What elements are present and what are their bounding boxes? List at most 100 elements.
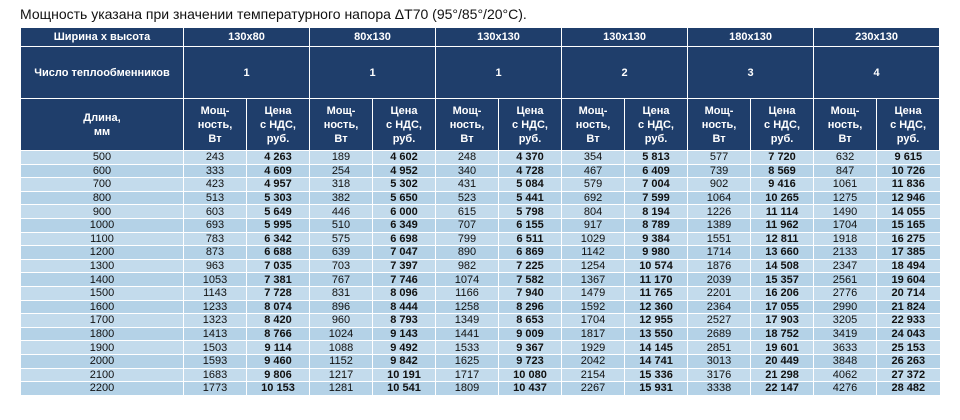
power-cell: 1551 — [687, 231, 751, 246]
power-cell: 1275 — [813, 190, 877, 205]
price-cell: 9 416 — [750, 177, 814, 192]
price-cell: 15 931 — [624, 381, 688, 395]
price-cell: 22 933 — [876, 313, 940, 328]
power-cell: 1413 — [183, 326, 247, 341]
power-cell: 1717 — [435, 367, 499, 382]
power-cell: 1064 — [687, 190, 751, 205]
power-cell: 1704 — [813, 217, 877, 233]
price-table: Ширина х высота 130x80 80x130 130x130 130x13… — [20, 27, 941, 395]
price-cell: 8 444 — [372, 299, 436, 314]
length-cell: 700 — [20, 177, 184, 192]
row-label: Ширина х высота — [20, 27, 184, 47]
power-cell: 1593 — [183, 353, 247, 368]
price-cell: 16 206 — [750, 285, 814, 301]
power-cell: 1074 — [435, 272, 499, 287]
price-cell: 6 688 — [246, 245, 310, 260]
exchangers-count: 3 — [687, 46, 815, 99]
data-row: 1500 1143 7 728 831 8 096 1166 7 940 1479 11 765… — [20, 285, 940, 301]
power-cell: 577 — [687, 150, 751, 165]
price-cell: 7 746 — [372, 272, 436, 287]
price-cell: 7 381 — [246, 272, 310, 287]
price-cell: 11 836 — [876, 177, 940, 192]
price-cell: 14 055 — [876, 204, 940, 219]
price-cell: 4 263 — [246, 150, 310, 165]
power-cell: 739 — [687, 163, 751, 178]
price-cell: 15 336 — [624, 367, 688, 382]
price-cell: 12 946 — [876, 190, 940, 205]
data-row: 900 603 5 649 446 6 000 615 5 798 804 8 194 1226 1… — [20, 204, 940, 219]
data-row: 800 513 5 303 382 5 650 523 5 441 692 7 599 1064 1… — [20, 190, 940, 205]
data-row: 1700 1323 8 420 960 8 793 1349 8 653 1704 12 955… — [20, 313, 940, 328]
price-cell: 5 302 — [372, 177, 436, 192]
power-cell: 890 — [435, 245, 499, 260]
price-cell: 14 145 — [624, 340, 688, 355]
price-cell: 4 728 — [497, 163, 562, 178]
power-cell: 1809 — [435, 381, 499, 395]
power-cell: 1258 — [435, 299, 499, 314]
power-cell: 847 — [813, 163, 877, 178]
power-header: Мощ- ность, Вт — [309, 98, 373, 151]
length-cell: 1600 — [20, 299, 184, 314]
power-cell: 1323 — [183, 313, 247, 328]
price-cell: 5 441 — [497, 190, 562, 205]
power-cell: 318 — [309, 177, 373, 192]
length-cell: 800 — [20, 190, 184, 205]
power-cell: 2776 — [813, 285, 877, 301]
power-header: Мощ- ность, Вт — [561, 98, 626, 151]
power-cell: 3205 — [813, 313, 877, 328]
length-cell: 1000 — [20, 217, 184, 233]
price-cell: 9 842 — [372, 353, 436, 368]
price-cell: 6 155 — [497, 217, 562, 233]
price-cell: 26 263 — [876, 353, 940, 368]
price-cell: 19 604 — [876, 272, 940, 287]
price-cell: 9 384 — [624, 231, 688, 246]
data-row: 1200 873 6 688 639 7 047 890 6 869 1142 9 980 171… — [20, 245, 940, 260]
price-cell: 5 798 — [497, 204, 562, 219]
price-cell: 13 550 — [624, 326, 688, 341]
power-cell: 1773 — [183, 381, 247, 395]
power-cell: 423 — [183, 177, 247, 192]
length-cell: 1500 — [20, 285, 184, 301]
length-cell: 600 — [20, 163, 184, 178]
price-cell: 5 303 — [246, 190, 310, 205]
price-cell: 10 153 — [246, 381, 310, 395]
power-cell: 917 — [561, 217, 625, 233]
length-cell: 1800 — [20, 326, 184, 341]
price-cell: 5 995 — [246, 217, 310, 233]
data-row: 1600 1233 8 074 896 8 444 1258 8 296 1592 12 360… — [20, 299, 940, 314]
power-cell: 1876 — [687, 258, 751, 273]
power-cell: 831 — [309, 285, 373, 301]
power-cell: 1389 — [687, 217, 751, 233]
power-cell: 2042 — [561, 353, 625, 368]
power-cell: 783 — [183, 231, 247, 246]
price-cell: 9 980 — [624, 245, 688, 260]
price-cell: 17 385 — [876, 245, 940, 260]
price-cell: 9 492 — [372, 340, 436, 355]
price-cell: 22 147 — [750, 381, 814, 395]
length-cell: 1300 — [20, 258, 184, 273]
price-cell: 16 275 — [876, 231, 940, 246]
exchangers-count: 1 — [434, 46, 563, 99]
power-cell: 3419 — [813, 326, 877, 341]
length-cell: 2100 — [20, 367, 184, 382]
price-cell: 24 043 — [876, 326, 940, 341]
exchangers-count: 4 — [813, 46, 941, 99]
power-cell: 2851 — [687, 340, 751, 355]
power-cell: 2689 — [687, 326, 751, 341]
power-cell: 1441 — [435, 326, 499, 341]
length-cell: 1100 — [20, 231, 184, 246]
price-cell: 17 055 — [750, 299, 814, 314]
exchangers-count: 1 — [309, 46, 436, 99]
price-cell: 13 660 — [750, 245, 814, 260]
data-row: 700 423 4 957 318 5 302 431 5 084 579 7 004 902 9 … — [20, 177, 940, 192]
power-cell: 2527 — [687, 313, 751, 328]
power-cell: 767 — [309, 272, 373, 287]
price-cell: 6 869 — [497, 245, 562, 260]
power-header: Мощ- ность, Вт — [813, 98, 878, 151]
price-cell: 9 367 — [497, 340, 562, 355]
price-cell: 20 714 — [876, 285, 940, 301]
price-cell: 17 903 — [750, 313, 814, 328]
price-header: Цена с НДС, руб. — [497, 98, 563, 151]
price-cell: 10 080 — [497, 367, 562, 382]
price-cell: 18 494 — [876, 258, 940, 273]
